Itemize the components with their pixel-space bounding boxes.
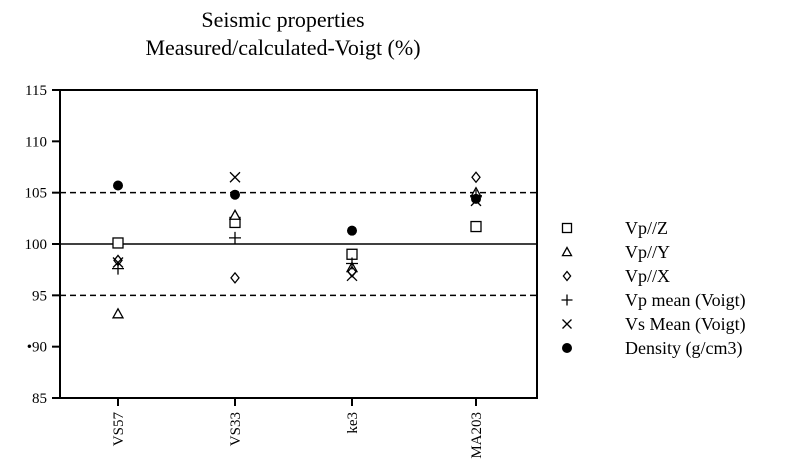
- data-point: [471, 171, 481, 184]
- x-tick-label: VS57: [111, 412, 127, 447]
- legend-marker: [562, 270, 572, 282]
- x-tick-label: VS33: [228, 412, 244, 446]
- legend-label: Vp mean (Voigt): [625, 290, 746, 311]
- y-tick-label: 85: [32, 391, 47, 407]
- data-point: [111, 307, 125, 319]
- legend: Vp//Z Vp//Y Vp//X Vp mean (Voigt) Vs Mean (V…: [561, 218, 746, 359]
- y-tick-label: 110: [25, 134, 47, 150]
- legend-label: Vp//Y: [625, 242, 670, 262]
- y-tick-label: •90: [27, 340, 47, 356]
- data-point: [346, 270, 358, 282]
- data-point: [113, 180, 123, 191]
- data-points: [111, 171, 483, 319]
- x-tick-label: MA203: [469, 412, 485, 459]
- data-point: [346, 257, 358, 270]
- legend-marker: [562, 319, 572, 329]
- data-point: [470, 220, 482, 233]
- legend-label: Vp//Z: [625, 218, 668, 238]
- x-axis: VS57 VS33 ke3 MA203: [111, 398, 485, 459]
- data-point: [112, 237, 124, 249]
- legend-marker: [561, 294, 573, 306]
- data-point: [471, 193, 481, 204]
- data-point: [228, 208, 242, 220]
- data-point: [112, 257, 124, 268]
- chart-title: Seismic properties: [201, 7, 364, 32]
- y-tick-label: 115: [25, 83, 47, 99]
- legend-label: Vp//X: [625, 266, 670, 286]
- data-point: [229, 231, 241, 244]
- legend-marker: [561, 246, 573, 257]
- legend-label: Vs Mean (Voigt): [625, 314, 746, 335]
- data-point: [230, 189, 240, 200]
- reference-lines: [60, 191, 537, 297]
- data-point: [230, 271, 240, 284]
- x-tick-label: ke3: [345, 412, 361, 434]
- y-tick-label: 105: [25, 186, 48, 202]
- y-tick-label: 100: [25, 237, 48, 253]
- legend-marker: [561, 222, 573, 234]
- data-point: [112, 262, 124, 275]
- y-axis: 85 •90 95 100 105 110 115: [25, 83, 60, 407]
- legend-marker: [562, 343, 572, 353]
- data-point: [347, 225, 357, 236]
- y-tick-label: 95: [32, 288, 47, 304]
- data-point: [229, 171, 241, 183]
- legend-label: Density (g/cm3): [625, 338, 742, 359]
- chart-subtitle: Measured/calculated-Voigt (%): [145, 35, 420, 60]
